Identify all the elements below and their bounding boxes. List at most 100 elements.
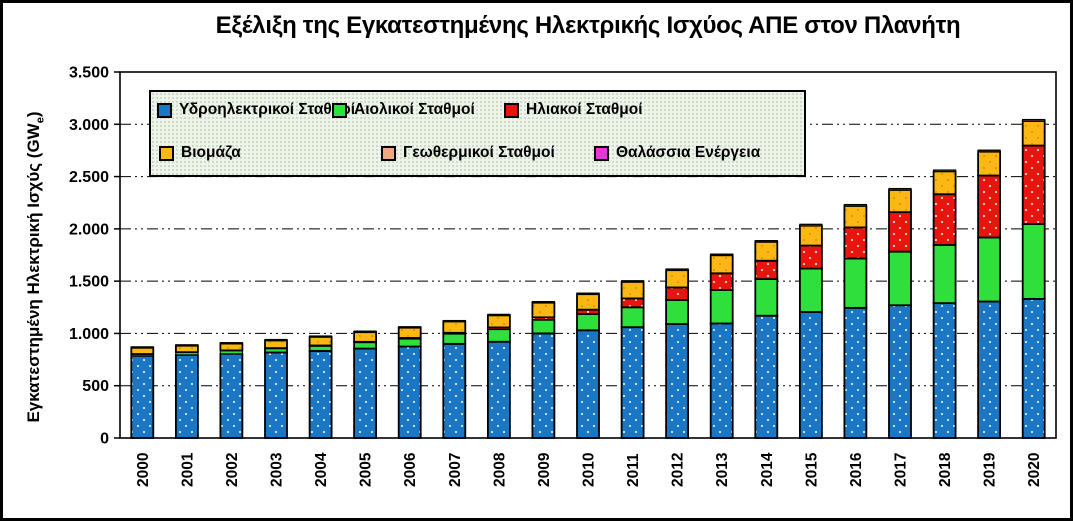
bar-2007-hydro [442, 342, 467, 439]
bar-2014-hydro [754, 314, 779, 439]
legend-label-solar: Ηλιακοί Σταθμοί [526, 101, 643, 118]
bar-2016-wind [843, 257, 868, 309]
y-tick-label-2.000: 2.000 [69, 221, 109, 238]
legend-label-geothermal: Γεωθερμικοί Σταθμοί [403, 144, 555, 161]
plot-border [119, 71, 1057, 439]
bar-2005-wind [353, 341, 378, 350]
bar-2015-solar [799, 244, 823, 270]
bar-2016-hydro [843, 306, 868, 439]
legend-item-solar: Ηλιακοί Σταθμοί [504, 100, 643, 120]
bar-2019-biomass [977, 150, 1001, 177]
x-tick-label-2011: 2011 [625, 453, 642, 487]
x-tick-label-2015: 2015 [803, 452, 820, 487]
bar-2016-biomass [843, 205, 868, 229]
bar-2013-biomass [709, 254, 734, 275]
bar-2013-solar [709, 272, 734, 291]
y-tick-label-3.500: 3.500 [69, 65, 109, 82]
x-tick-label-2014: 2014 [759, 452, 776, 487]
bar-2017-hydro [888, 304, 912, 439]
x-tick-label-2010: 2010 [581, 453, 598, 487]
bar-2020-biomass [1021, 120, 1046, 147]
y-tick-label-3.000: 3.000 [69, 117, 109, 134]
y-tick-label-1.000: 1.000 [69, 326, 109, 343]
bar-2010-wind [576, 313, 600, 332]
y-tick-label-1.500: 1.500 [69, 274, 109, 291]
x-tick-label-2012: 2012 [670, 453, 687, 487]
bar-2014-solar [754, 259, 779, 280]
y-tick-label-0: 0 [100, 431, 109, 448]
bar-2009-wind [531, 318, 556, 335]
bar-2004-wind [308, 344, 333, 352]
bar-2005-hydro [353, 347, 378, 439]
bar-2015-wind [799, 267, 823, 313]
x-tick-label-2002: 2002 [224, 453, 241, 487]
bar-2008-hydro [486, 340, 511, 439]
x-tick-label-2005: 2005 [358, 452, 375, 487]
x-tick-label-2013: 2013 [714, 452, 731, 487]
legend-item-hydro: Υδροηλεκτρικοί Σταθμοί [157, 100, 355, 120]
bar-2003-hydro [264, 351, 288, 439]
bar-2006-wind [397, 337, 422, 348]
y-tick-label-2.500: 2.500 [69, 169, 109, 186]
bar-2001-hydro [174, 353, 199, 439]
bar-2009-biomass [531, 301, 556, 319]
bar-2013-hydro [709, 322, 734, 439]
x-tick-label-2009: 2009 [536, 452, 553, 487]
bar-2011-hydro [620, 326, 645, 439]
legend-swatch-biomass [159, 145, 174, 161]
legend-swatch-marine [594, 145, 609, 161]
bar-2020-hydro [1021, 297, 1046, 439]
bar-2017-wind [888, 250, 912, 307]
bar-2012-hydro [665, 323, 689, 439]
x-tick-label-2003: 2003 [269, 452, 286, 487]
bar-2014-biomass [754, 240, 779, 262]
bar-2020-wind [1021, 223, 1046, 300]
x-tick-label-2019: 2019 [982, 452, 999, 487]
bar-2019-hydro [977, 300, 1001, 439]
legend: Υδροηλεκτρικοί Σταθμοί Αιολικοί Σταθμοί Ηλ… [149, 90, 806, 177]
x-tick-label-2007: 2007 [447, 453, 464, 487]
bar-2012-solar [665, 286, 689, 301]
bar-2004-biomass [308, 335, 333, 347]
bar-2018-biomass [932, 170, 957, 196]
legend-item-biomass: Βιομάζα [159, 143, 241, 163]
legend-swatch-wind [332, 102, 347, 118]
y-tick-label-500: 500 [82, 378, 109, 395]
bar-2007-wind [442, 332, 467, 345]
x-tick-label-2016: 2016 [848, 452, 865, 487]
x-tick-label-2020: 2020 [1026, 453, 1043, 487]
bar-2002-hydro [219, 352, 244, 439]
x-tick-label-2000: 2000 [135, 453, 152, 487]
legend-label-wind: Αιολικοί Σταθμοί [354, 101, 475, 118]
legend-label-hydro: Υδροηλεκτρικοί Σταθμοί [179, 101, 356, 118]
bar-2004-hydro [308, 349, 333, 439]
bar-2011-biomass [620, 280, 645, 300]
bar-2000-biomass [130, 346, 155, 355]
bar-2006-biomass [397, 326, 422, 339]
bar-2017-biomass [888, 189, 912, 214]
bar-2017-solar [888, 211, 912, 253]
bar-2006-hydro [397, 345, 422, 439]
x-tick-label-2008: 2008 [491, 452, 508, 487]
bar-2008-biomass [486, 314, 511, 329]
bar-2018-hydro [932, 302, 957, 439]
legend-item-marine: Θαλάσσια Ενέργεια [594, 143, 760, 163]
legend-item-geothermal: Γεωθερμικοί Σταθμοί [381, 143, 555, 163]
bar-2002-biomass [219, 342, 244, 352]
bar-2020-solar [1021, 144, 1046, 225]
legend-swatch-solar [504, 102, 519, 118]
bar-2018-solar [932, 193, 957, 246]
bar-2012-wind [665, 299, 689, 325]
bar-2018-wind [932, 244, 957, 305]
legend-label-marine: Θαλάσσια Ενέργεια [616, 144, 761, 161]
legend-item-wind: Αιολικοί Σταθμοί [332, 100, 475, 120]
bar-2010-hydro [576, 329, 600, 439]
bar-2016-solar [843, 226, 868, 260]
bar-2012-biomass [665, 269, 689, 289]
x-tick-label-2018: 2018 [937, 452, 954, 487]
chart-title: Εξέλιξη της Εγκατεστημένης Ηλεκτρικής Ισ… [215, 12, 961, 39]
bar-2015-hydro [799, 311, 823, 439]
bar-2011-wind [620, 306, 645, 329]
bar-2003-biomass [264, 339, 288, 350]
